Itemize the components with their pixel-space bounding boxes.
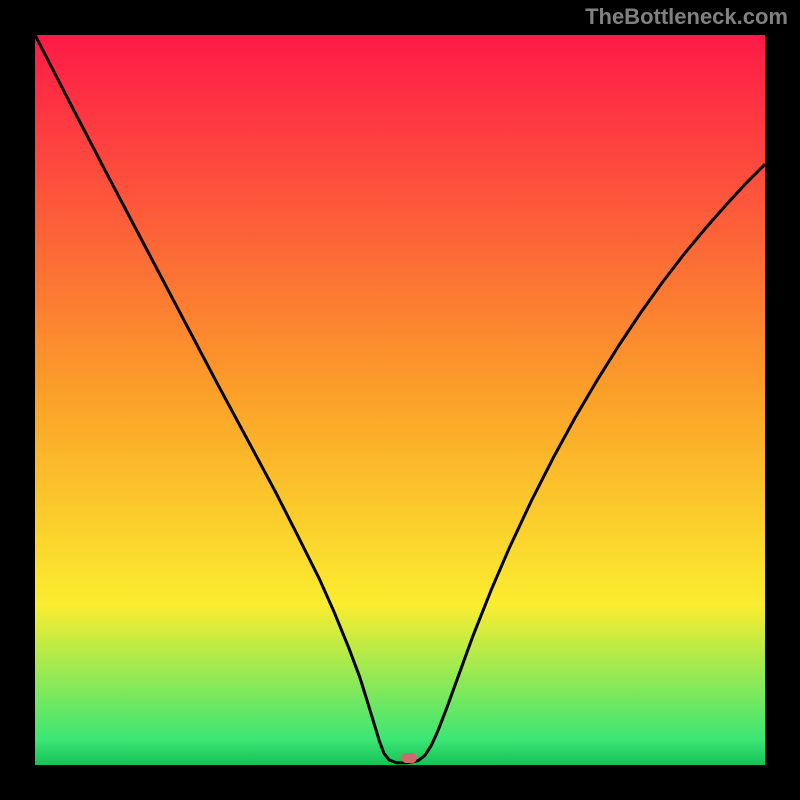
bottleneck-curve bbox=[35, 35, 765, 765]
chart-container: TheBottleneck.com bbox=[0, 0, 800, 800]
watermark-text: TheBottleneck.com bbox=[585, 4, 788, 30]
plot-area bbox=[35, 35, 765, 765]
optimum-marker bbox=[401, 753, 417, 763]
